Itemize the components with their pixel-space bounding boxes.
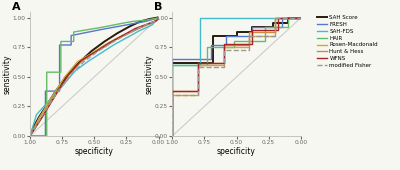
Y-axis label: sensitivity: sensitivity [144, 54, 154, 94]
Legend: SAH Score, FRESH, SAH-FDS, HAIR, Rosen-Macdonald, Hunt & Hess, WFNS, modified Fi: SAH Score, FRESH, SAH-FDS, HAIR, Rosen-M… [317, 15, 378, 68]
X-axis label: specificity: specificity [217, 147, 256, 156]
X-axis label: specificity: specificity [75, 147, 114, 156]
Y-axis label: sensitivity: sensitivity [2, 54, 11, 94]
Text: B: B [154, 2, 162, 12]
Text: A: A [12, 2, 21, 12]
